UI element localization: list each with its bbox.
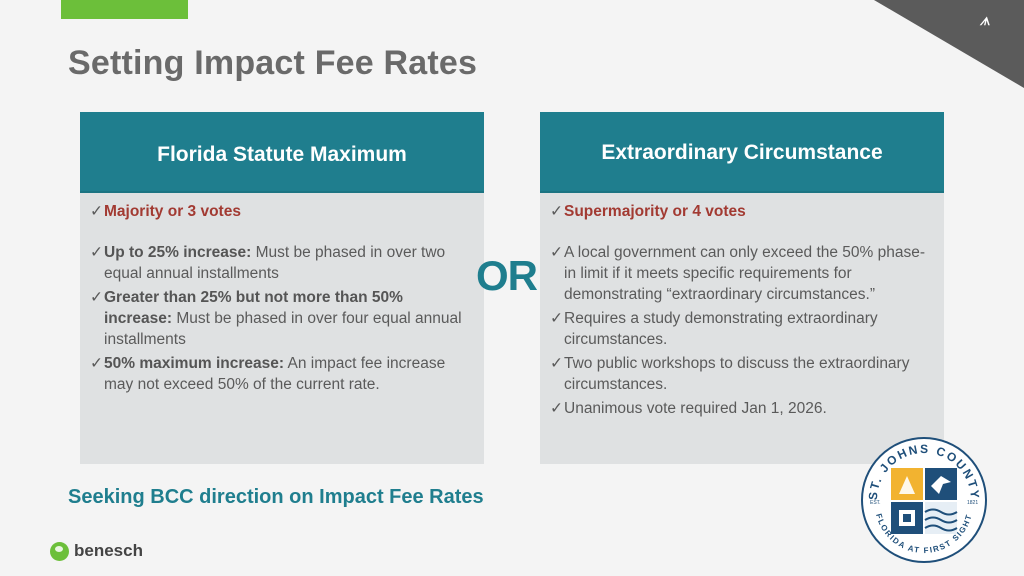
county-seal-icon: ST. JOHNS COUNTY FLORIDA AT FIRST SIGHT … [861,437,987,563]
corner-logo-icon: ᗑ [979,16,990,28]
statute-maximum-body: ✓ Majority or 3 votes ✓ Up to 25% increa… [80,193,484,395]
top-accent-bar [61,0,188,19]
svg-text:EST.: EST. [870,500,881,506]
list-item: ✓ Two public workshops to discuss the ex… [550,355,910,393]
list-item: ✓ Unanimous vote required Jan 1, 2026. [550,400,827,417]
svg-text:1821: 1821 [967,500,978,506]
slide-title: Setting Impact Fee Rates [68,44,478,82]
extraordinary-circumstance-panel: Extraordinary Circumstance ✓ Supermajori… [540,112,944,464]
extraordinary-circumstance-header: Extraordinary Circumstance [540,112,944,193]
check-icon: ✓ [550,244,563,261]
or-divider: OR [476,252,538,299]
check-icon: ✓ [90,203,103,220]
check-icon: ✓ [90,244,103,261]
benesch-leaf-icon [50,541,69,561]
extraordinary-circumstance-body: ✓ Supermajority or 4 votes ✓ A local gov… [540,193,944,419]
statute-maximum-panel: Florida Statute Maximum ✓ Majority or 3 … [80,112,484,464]
corner-triangle [874,0,1024,88]
check-icon: ✓ [550,203,563,220]
list-item: ✓ Up to 25% increase: Must be phased in … [90,244,446,282]
list-item: ✓ Requires a study demonstrating extraor… [550,310,878,348]
seeking-direction-text: Seeking BCC direction on Impact Fee Rate… [68,486,484,508]
vote-requirement: ✓ Supermajority or 4 votes [550,203,746,220]
check-icon: ✓ [90,355,103,372]
list-item: ✓ Greater than 25% but not more than 50%… [90,289,462,348]
benesch-logo: benesch [50,541,143,561]
list-item: ✓ 50% maximum increase: An impact fee in… [90,355,446,393]
list-item: ✓ A local government can only exceed the… [550,244,926,303]
check-icon: ✓ [550,400,563,417]
check-icon: ✓ [550,355,563,372]
benesch-wordmark: benesch [74,541,143,560]
vote-requirement: ✓ Majority or 3 votes [90,203,241,220]
check-icon: ✓ [550,310,563,327]
check-icon: ✓ [90,289,103,306]
statute-maximum-header: Florida Statute Maximum [80,112,484,193]
